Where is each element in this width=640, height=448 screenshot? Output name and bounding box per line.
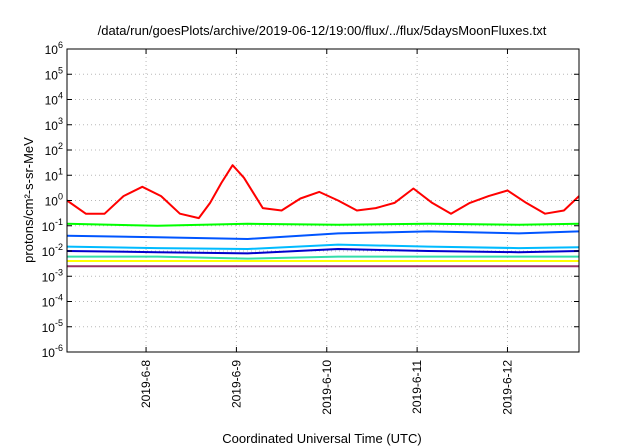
series-line-2 (66, 222, 580, 227)
series-line-3 (66, 230, 580, 240)
x-tick-label: 2019-6-8 (139, 360, 153, 408)
y-tick-label: 10-1 (42, 217, 63, 234)
y-tick-label: 100 (45, 192, 63, 209)
y-tick-label: 10-2 (42, 242, 63, 259)
y-tick-label: 102 (45, 141, 63, 158)
y-axis-label: protons/cm²-s-sr-MeV (21, 137, 36, 263)
y-tick-label: 10-6 (42, 343, 63, 360)
x-axis-label: Coordinated Universal Time (UTC) (222, 431, 421, 446)
x-tick-label: 2019-6-9 (229, 360, 243, 408)
y-tick-label: 10-3 (42, 267, 63, 284)
x-axis-ticks: 2019-6-8 2019-6-9 2019-6-10 2019-6-11 2019-6… (139, 49, 514, 415)
x-tick-label: 2019-6-10 (320, 360, 334, 415)
y-tick-label: 10-4 (42, 293, 63, 310)
y-axis-ticks: 106 105 104 103 102 101 100 10-1 10-2 10-3 10-4 10-… (42, 40, 579, 360)
series-line-1 (66, 164, 580, 220)
series-line-6 (67, 255, 579, 260)
grid (67, 49, 579, 352)
y-tick-label: 106 (45, 40, 63, 57)
x-tick-label: 2019-6-12 (500, 360, 514, 415)
y-tick-label: 105 (45, 65, 63, 82)
y-tick-label: 103 (45, 116, 63, 133)
y-tick-label: 101 (45, 166, 63, 183)
y-tick-label: 10-5 (42, 318, 63, 335)
series-lines (66, 164, 580, 268)
y-tick-label: 104 (45, 91, 63, 108)
series-line-5 (66, 248, 580, 255)
chart-title: /data/run/goesPlots/archive/2019-06-12/1… (98, 23, 547, 38)
x-tick-label: 2019-6-11 (410, 360, 424, 414)
series-line-4 (66, 243, 580, 250)
